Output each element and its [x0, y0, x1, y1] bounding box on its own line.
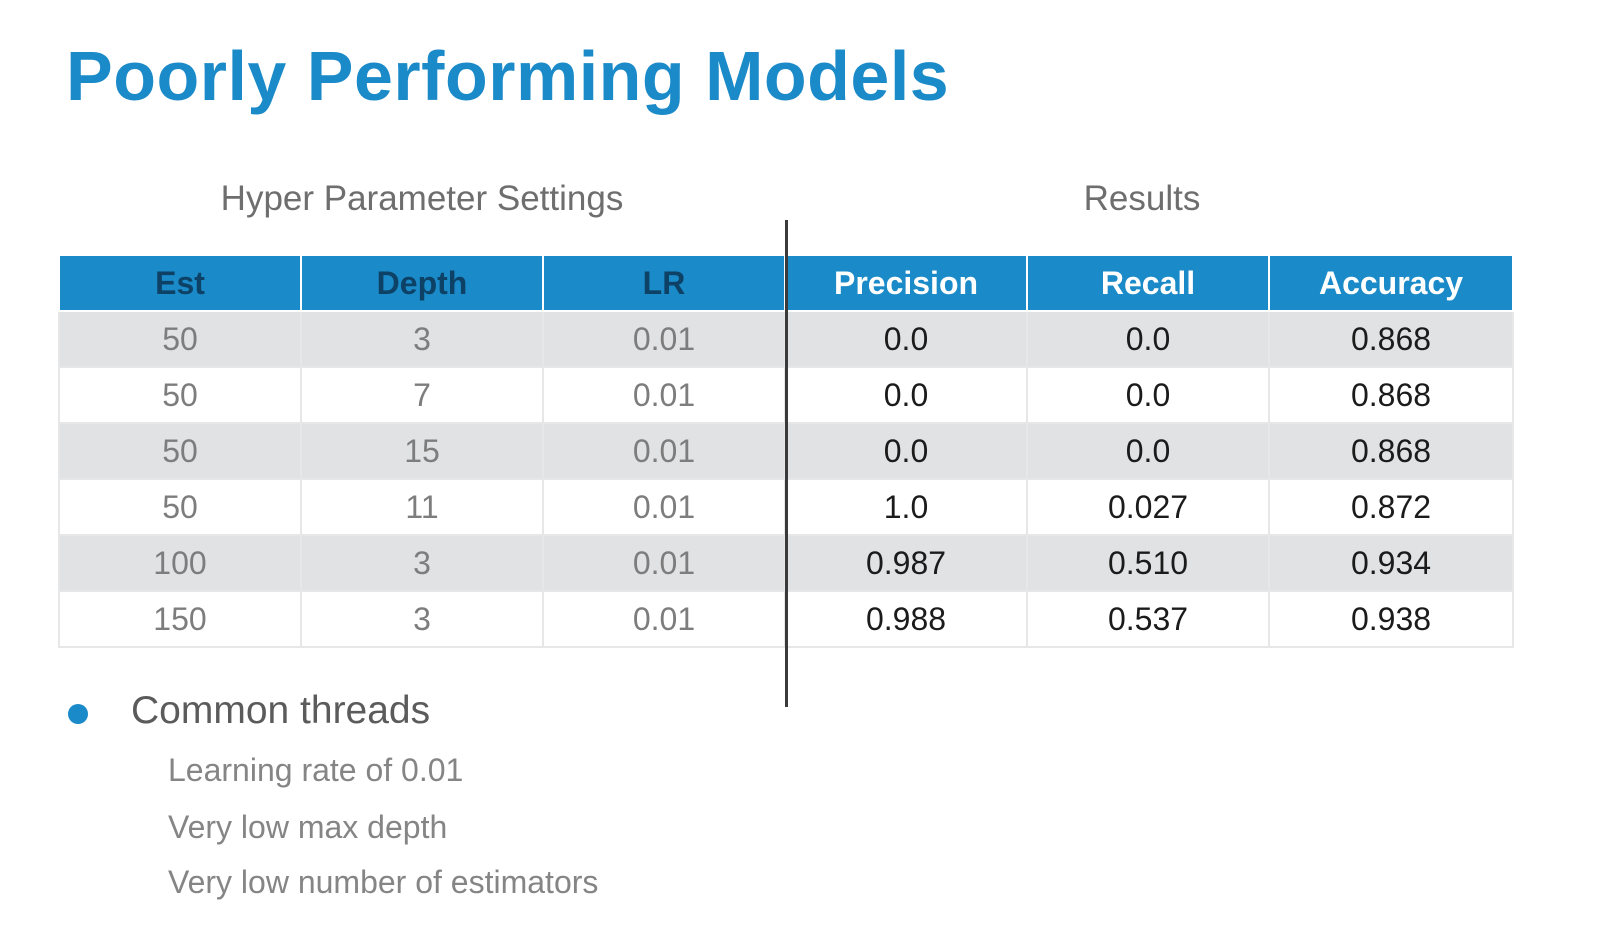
cell-accuracy: 0.934	[1268, 534, 1514, 592]
cell-recall: 0.027	[1026, 478, 1270, 536]
note-learning-rate: Learning rate of 0.01	[168, 752, 464, 788]
common-threads-heading: Common threads	[131, 689, 431, 732]
column-header-lr: LR	[542, 254, 786, 312]
column-header-recall: Recall	[1026, 254, 1270, 312]
table-header-row: Est Depth LR Precision Recall Accuracy	[58, 254, 1514, 312]
cell-depth: 15	[300, 422, 544, 480]
cell-accuracy: 0.868	[1268, 310, 1514, 368]
cell-lr: 0.01	[542, 310, 786, 368]
table-row: 150 3 0.01 0.988 0.537 0.938	[58, 590, 1514, 648]
cell-precision: 0.0	[784, 310, 1028, 368]
cell-precision: 1.0	[784, 478, 1028, 536]
cell-precision: 0.0	[784, 422, 1028, 480]
cell-lr: 0.01	[542, 590, 786, 648]
table-row: 50 7 0.01 0.0 0.0 0.868	[58, 366, 1514, 424]
table-row: 50 11 0.01 1.0 0.027 0.872	[58, 478, 1514, 536]
results-table: Est Depth LR Precision Recall Accuracy 5…	[58, 254, 1514, 648]
slide-title: Poorly Performing Models	[66, 37, 950, 115]
cell-recall: 0.0	[1026, 310, 1270, 368]
table-row: 100 3 0.01 0.987 0.510 0.934	[58, 534, 1514, 592]
bullet-dot-icon	[68, 704, 88, 724]
cell-est: 50	[58, 478, 302, 536]
cell-est: 50	[58, 422, 302, 480]
note-estimators: Very low number of estimators	[168, 864, 599, 900]
cell-recall: 0.510	[1026, 534, 1270, 592]
cell-depth: 3	[300, 534, 544, 592]
cell-est: 100	[58, 534, 302, 592]
section-divider	[785, 220, 788, 707]
cell-lr: 0.01	[542, 422, 786, 480]
cell-precision: 0.987	[784, 534, 1028, 592]
cell-accuracy: 0.868	[1268, 366, 1514, 424]
column-header-accuracy: Accuracy	[1268, 254, 1514, 312]
cell-lr: 0.01	[542, 534, 786, 592]
cell-depth: 3	[300, 310, 544, 368]
cell-precision: 0.988	[784, 590, 1028, 648]
cell-lr: 0.01	[542, 366, 786, 424]
cell-depth: 11	[300, 478, 544, 536]
cell-est: 50	[58, 366, 302, 424]
cell-accuracy: 0.872	[1268, 478, 1514, 536]
column-header-precision: Precision	[784, 254, 1028, 312]
table-row: 50 15 0.01 0.0 0.0 0.868	[58, 422, 1514, 480]
cell-depth: 7	[300, 366, 544, 424]
cell-accuracy: 0.868	[1268, 422, 1514, 480]
cell-precision: 0.0	[784, 366, 1028, 424]
hyper-parameter-settings-label: Hyper Parameter Settings	[220, 179, 624, 218]
table-row: 50 3 0.01 0.0 0.0 0.868	[58, 310, 1514, 368]
cell-est: 150	[58, 590, 302, 648]
cell-lr: 0.01	[542, 478, 786, 536]
cell-recall: 0.537	[1026, 590, 1270, 648]
cell-accuracy: 0.938	[1268, 590, 1514, 648]
cell-depth: 3	[300, 590, 544, 648]
column-header-depth: Depth	[300, 254, 544, 312]
note-max-depth: Very low max depth	[168, 809, 448, 845]
cell-recall: 0.0	[1026, 366, 1270, 424]
results-label: Results	[1083, 179, 1201, 218]
cell-est: 50	[58, 310, 302, 368]
column-header-est: Est	[58, 254, 302, 312]
cell-recall: 0.0	[1026, 422, 1270, 480]
